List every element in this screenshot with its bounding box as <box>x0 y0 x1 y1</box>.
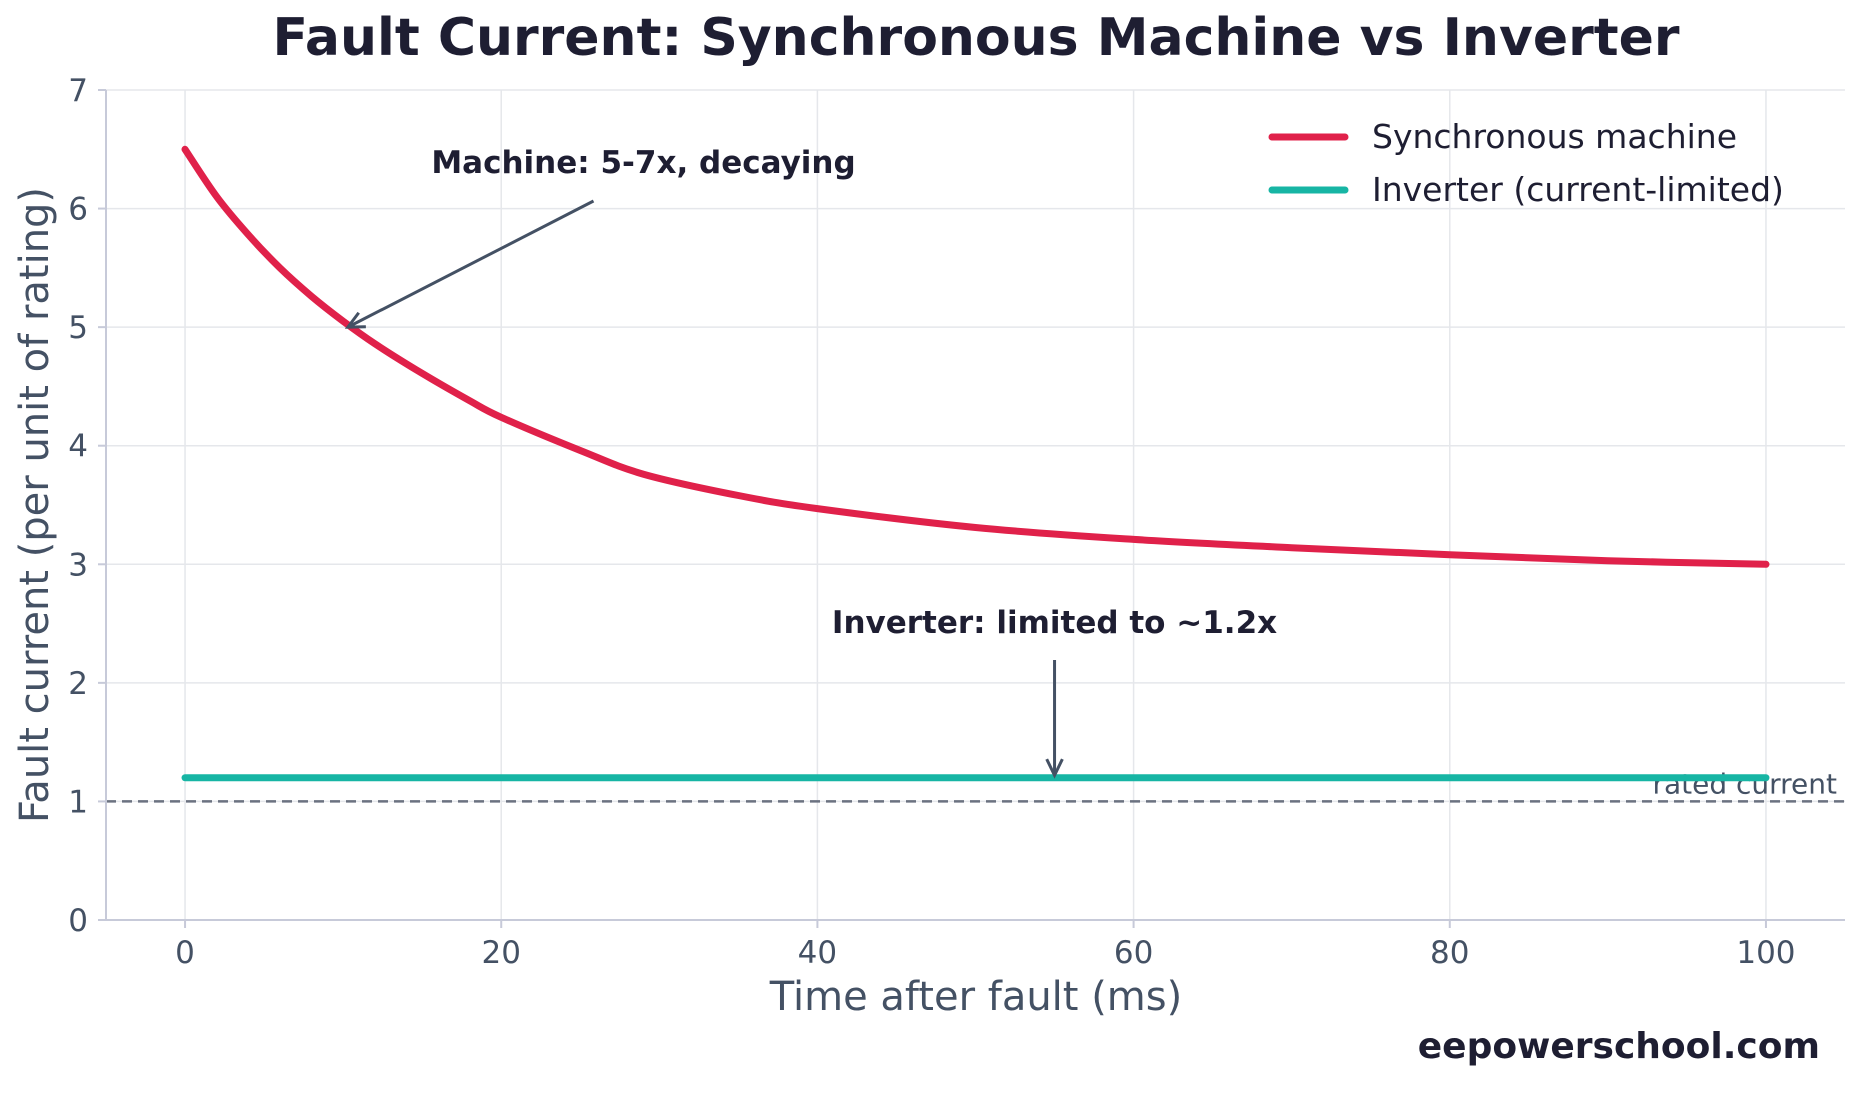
y-axis-ticks: 0 1 2 3 4 5 6 7 <box>68 73 106 939</box>
reference-line: rated current <box>106 767 1845 803</box>
machine-annotation: Machine: 5-7x, decaying <box>431 145 855 181</box>
inverter-annotation: Inverter: limited to ~1.2x <box>832 605 1277 641</box>
x-tick-label: 80 <box>1430 935 1469 971</box>
axes <box>105 90 1845 921</box>
rated-current-label: rated current <box>1652 767 1837 800</box>
y-tick-label: 7 <box>68 73 88 109</box>
annotation-arrow-shaft <box>347 199 595 329</box>
legend-label: Inverter (current-limited) <box>1372 170 1784 209</box>
legend-label: Synchronous machine <box>1372 117 1737 156</box>
series-lines <box>181 145 1770 782</box>
x-tick-label: 20 <box>482 935 521 971</box>
grid <box>106 89 1845 921</box>
x-tick-label: 40 <box>798 935 837 971</box>
x-tick-label: 100 <box>1736 935 1795 971</box>
annotation-arrow-head <box>1045 758 1064 779</box>
synchronous-machine-line <box>181 145 1770 568</box>
y-tick-label: 4 <box>68 429 88 465</box>
y-tick-label: 2 <box>68 666 88 702</box>
y-tick-label: 1 <box>68 784 88 820</box>
y-axis-label: Fault current (per unit of rating) <box>12 187 58 823</box>
annotations: Machine: 5-7x, decaying Inverter: limited… <box>344 145 1277 779</box>
y-tick-label: 0 <box>68 903 88 939</box>
x-axis-ticks: 0 20 40 60 80 100 <box>175 920 1796 971</box>
legend: Synchronous machine Inverter (current-lim… <box>1268 117 1784 209</box>
annotation-arrow-head <box>344 311 366 329</box>
watermark: eepowerschool.com <box>1418 1026 1820 1067</box>
chart-title: Fault Current: Synchronous Machine vs In… <box>272 8 1679 68</box>
y-tick-label: 6 <box>68 192 88 228</box>
x-tick-label: 0 <box>175 935 195 971</box>
y-tick-label: 5 <box>68 310 88 346</box>
x-axis-label: Time after fault (ms) <box>769 974 1182 1020</box>
y-tick-label: 3 <box>68 547 88 583</box>
x-tick-label: 60 <box>1114 935 1153 971</box>
